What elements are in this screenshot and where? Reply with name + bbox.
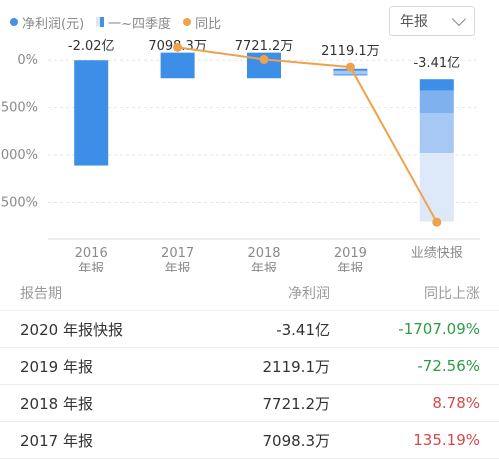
x-tick-label: 年报 [337,262,363,272]
x-tick-label: 2018 [247,246,280,261]
x-tick-label: 年报 [251,262,277,272]
y-tick-label: -1000% [0,148,38,163]
table-header-row: 报告期 净利润 同比上涨 [0,276,499,311]
cell-yoy: -1707.09% [398,320,480,338]
bar-segment [419,79,454,91]
yoy-series-line [177,46,438,223]
chart-legend: 净利润(元) 一~四季度 同比 [10,10,233,34]
cell-period: 2017 年报 [20,431,93,450]
cell-profit: 2119.1万 [262,357,331,376]
y-tick-label: 0% [17,53,38,68]
legend-dot-icon [183,18,192,26]
bar-segment [419,90,454,114]
table-row[interactable]: 2017 年报 7098.3万 135.19% [0,422,499,459]
bar-value-label: -2.02亿 [68,39,115,54]
yoy-point [432,217,442,227]
bar-value-label: 2119.1万 [321,44,380,59]
y-tick-label: -500% [0,101,38,116]
bar-segment [333,70,368,75]
net-profit-chart: 0%-500%-1000%-1500%-2.02亿7098.3万7721.2万2… [0,39,480,272]
chevron-down-icon [451,11,467,26]
bar-segment [74,60,109,166]
legend-bar-icon [96,17,105,27]
yoy-point [345,62,355,72]
table-row[interactable]: 2020 年报快报 -3.41亿 -1707.09% [0,311,499,348]
period-select[interactable]: 年报 [389,6,475,36]
legend-item-quarters[interactable]: 一~四季度 [96,13,171,32]
x-tick-label: 年报 [165,262,191,272]
legend-label: 一~四季度 [108,16,172,32]
legend-item-yoy[interactable]: 同比 [183,13,221,32]
bar-segment [160,52,195,79]
yoy-point [259,54,269,64]
y-tick-label: -1500% [0,196,38,211]
bar-segment [419,153,454,222]
x-tick-label: 年报 [78,262,104,272]
x-tick-label: 2017 [161,246,194,261]
cell-period: 2020 年报快报 [20,320,123,339]
table-row[interactable]: 2019 年报 2119.1万 -72.56% [0,348,499,385]
legend-label: 同比 [195,16,222,32]
bar-segment [419,113,454,154]
period-select-value: 年报 [400,14,428,30]
legend-label: 净利润(元) [22,16,85,32]
x-tick-label: 2019 [334,246,367,261]
cell-yoy: 135.19% [413,431,480,449]
cell-yoy: -72.56% [417,357,480,375]
yoy-point [173,42,183,52]
cell-period: 2019 年报 [20,357,93,376]
x-tick-label: 业绩快报 [411,246,463,261]
header-yoy: 同比上涨 [424,286,480,302]
table-row[interactable]: 2018 年报 7721.2万 8.78% [0,385,499,422]
legend-dot-icon [10,18,18,26]
cell-profit: 7098.3万 [262,431,331,450]
header-period: 报告期 [20,286,62,302]
header-profit: 净利润 [288,286,330,302]
profit-table: 报告期 净利润 同比上涨 2020 年报快报 -3.41亿 -1707.09% … [0,276,499,459]
cell-profit: 7721.2万 [262,394,331,413]
cell-period: 2018 年报 [20,394,93,413]
x-tick-label: 2016 [75,246,108,261]
legend-item-net-profit[interactable]: 净利润(元) [10,13,84,32]
bar-value-label: 7721.2万 [235,39,294,54]
cell-profit: -3.41亿 [276,320,330,339]
cell-yoy: 8.78% [432,394,480,412]
bar-value-label: -3.41亿 [413,56,460,71]
